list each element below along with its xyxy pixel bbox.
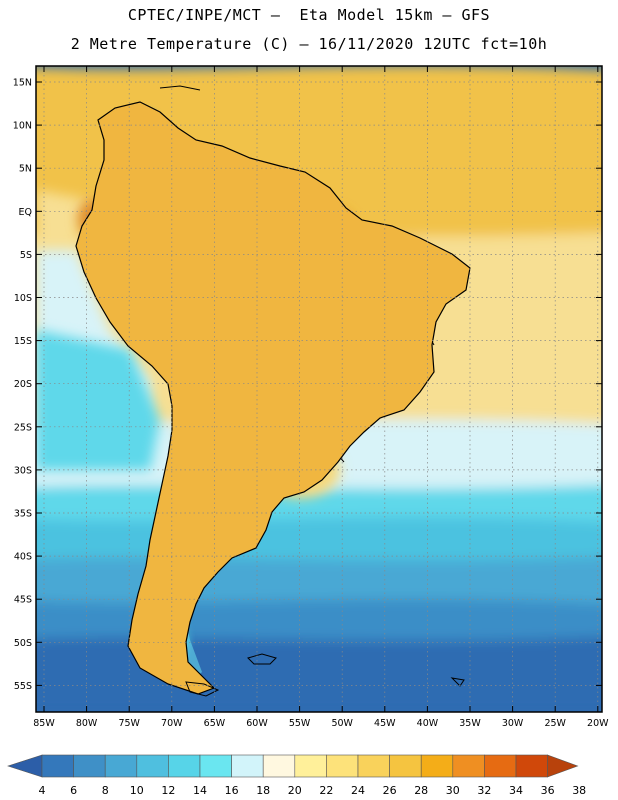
colorbar-segment [515,754,548,778]
lat-tick-label: 10S [14,293,32,304]
colorbar-level-label: 12 [161,784,175,797]
colorbar-segment [231,754,264,778]
colorbar-level-label: 16 [225,784,239,797]
lat-tick-label: 25S [14,422,32,433]
lat-tick-label: 5N [19,164,32,175]
colorbar-segment [452,754,485,778]
lat-tick-label: 20S [14,379,32,390]
colorbar-level-label: 28 [414,784,428,797]
lon-tick-label: 50W [331,718,353,729]
colorbar-arrow-low [7,754,43,778]
lat-tick-label: 55S [14,681,32,692]
colorbar-segment [484,754,517,778]
lon-tick-label: 80W [76,718,98,729]
colorbar-arrow-high [547,754,579,778]
lon-tick-label: 45W [374,718,396,729]
colorbar-segment [262,754,296,778]
colorbar-segment [294,754,327,778]
lat-tick-label: 30S [14,465,32,476]
colorbar-level-label: 34 [509,784,523,797]
colorbar-segment [389,754,422,778]
lon-tick-label: 25W [544,718,566,729]
lat-tick-label: 15N [13,78,32,89]
lat-tick-label: 50S [14,638,32,649]
lat-tick-label: 45S [14,595,32,606]
lon-tick-label: 20W [587,718,609,729]
colorbar-segment [199,754,232,778]
colorbar-segment [420,754,454,778]
colorbar-level-label: 8 [102,784,109,797]
islands [159,85,465,697]
colorbar-level-label: 32 [477,784,491,797]
lon-tick-label: 60W [246,718,268,729]
colorbar-level-label: 36 [541,784,555,797]
lon-tick-label: 85W [33,718,55,729]
colorbar-level-label: 14 [193,784,207,797]
south-georgia [450,677,465,687]
colorbar-level-label: 20 [288,784,302,797]
colorbar-level-label: 4 [39,784,46,797]
lat-tick-label: 40S [14,552,32,563]
colorbar-segment [104,754,138,778]
colorbar-level-label: 26 [383,784,397,797]
ocean-band [36,636,602,712]
lat-tick-label: 15S [14,336,32,347]
lat-tick-label: EQ [19,207,32,218]
colorbar-level-label: 24 [351,784,365,797]
colorbar-segment [357,754,390,778]
tierra-del-fuego [185,681,220,697]
lon-tick-label: 75W [118,718,140,729]
colorbar-segment [73,754,106,778]
chart-title-line1: CPTEC/INPE/MCT – Eta Model 15km – GFS [127,6,491,24]
caribbean-islands [159,85,201,91]
chart-title-line2: 2 Metre Temperature (C) – 16/11/2020 12U… [70,35,548,53]
lon-tick-label: 70W [161,718,183,729]
axis-ticks: 15N 10N 5N EQ 5S 10S 15S 20S 25S 30S 35S 40S 45S 50S 5… [13,66,609,729]
map-field [36,66,602,712]
lat-tick-label: 10N [13,121,32,132]
colorbar-level-label: 10 [130,784,144,797]
lat-tick-label: 5S [20,250,32,261]
colorbar-level-label: 38 [572,784,586,797]
colorbar-level-label: 18 [256,784,270,797]
lon-tick-label: 30W [502,718,524,729]
colorbar: 4 6 8 10 12 14 16 18 20 22 24 26 28 30 32 34 36 38 [7,754,586,797]
lon-tick-label: 65W [204,718,226,729]
colorbar-segment [326,754,359,778]
map-frame [35,65,603,713]
lon-tick-label: 40W [417,718,439,729]
colorbar-segment [168,754,201,778]
colorbar-segment [136,754,169,778]
lon-tick-label: 35W [459,718,481,729]
colorbar-level-label: 30 [446,784,460,797]
lon-tick-label: 55W [289,718,311,729]
falklands [247,653,277,665]
colorbar-level-label: 22 [319,784,333,797]
colorbar-segment [41,754,74,778]
colorbar-level-label: 6 [70,784,77,797]
lat-tick-label: 35S [14,509,32,520]
